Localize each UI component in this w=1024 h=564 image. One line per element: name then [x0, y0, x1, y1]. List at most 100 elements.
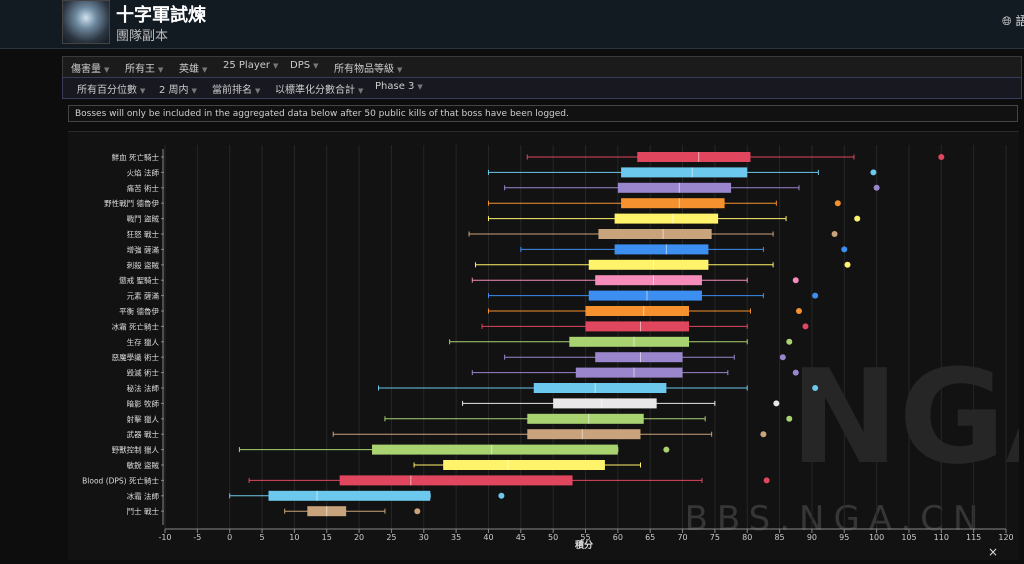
category-label: 戰鬥 盜賊: [127, 214, 160, 224]
close-icon[interactable]: ×: [988, 545, 999, 559]
outlier-point: [498, 492, 505, 499]
boxplot-row: 敏銳 盜賊: [127, 460, 641, 470]
x-tick-label: 0: [227, 533, 232, 542]
box-iqr: [588, 259, 709, 270]
box-iqr: [621, 198, 725, 209]
boxplot-row: 戰鬥 盜賊: [127, 213, 861, 224]
filter-bar-secondary: 所有百分位數 ▼ 2 周内 ▼ 當前排名 ▼ 以標準化分數合計 ▼ Phase 3 ▼: [62, 77, 1022, 99]
box-iqr: [598, 229, 712, 239]
category-label: 痛苦 術士: [127, 183, 160, 193]
x-tick-label: 35: [451, 533, 461, 542]
outlier-point: [938, 154, 945, 160]
boxplot-row: 暗影 牧師: [127, 398, 780, 409]
boxplot-row: Blood (DPS) 死亡騎士: [82, 475, 770, 486]
outlier-point: [414, 508, 421, 515]
box-iqr: [621, 167, 748, 178]
category-label: 刺殺 盜賊: [127, 260, 160, 270]
outlier-point: [792, 277, 799, 284]
chevron-down-icon: ▼: [358, 87, 364, 95]
filter-aggregation[interactable]: 以標準化分數合計 ▼: [275, 81, 363, 96]
x-tick-label: 30: [419, 533, 429, 542]
category-label: 懲戒 聖騎士: [119, 275, 159, 285]
outlier-point: [763, 477, 770, 484]
filter-difficulty[interactable]: 英雄 ▼: [179, 60, 207, 75]
x-tick-label: 90: [807, 533, 817, 542]
box-iqr: [588, 290, 702, 301]
filter-label: 當前排名: [212, 85, 252, 96]
box-iqr: [614, 213, 719, 224]
x-tick-label: 110: [934, 533, 949, 542]
box-iqr: [637, 152, 751, 162]
x-tick-label: 95: [839, 533, 849, 542]
outlier-point: [792, 369, 799, 376]
outlier-point: [795, 308, 802, 314]
box-iqr: [595, 352, 683, 363]
header-bar: 十字軍試煉 團隊副本 🌐︎ 語: [0, 0, 1024, 49]
boxplot-row: 狂怒 戰士: [127, 229, 838, 239]
page-subtitle: 團隊副本: [116, 29, 169, 44]
filter-label: Phase 3: [375, 81, 415, 92]
notice-banner: Bosses will only be included in the aggr…: [68, 105, 1018, 122]
outlier-point: [854, 215, 861, 222]
filter-label: 傷害量: [71, 64, 101, 75]
filter-item-level[interactable]: 所有物品等級 ▼: [334, 60, 402, 75]
box-iqr: [617, 182, 732, 193]
language-switcher[interactable]: 🌐︎ 語: [1002, 12, 1024, 29]
filter-role[interactable]: DPS ▼: [290, 60, 318, 71]
chevron-down-icon: ▼: [417, 83, 423, 91]
box-iqr: [553, 398, 657, 409]
outlier-point: [802, 323, 809, 330]
outlier-point: [870, 169, 877, 176]
x-tick-label: 120: [998, 533, 1013, 542]
category-label: 生存 獵人: [127, 337, 160, 347]
boxplot-row: 生存 獵人: [127, 336, 793, 347]
filter-ranking[interactable]: 當前排名 ▼: [212, 81, 260, 96]
category-label: 元素 薩滿: [127, 291, 160, 301]
filter-label: 英雄: [179, 64, 199, 75]
outlier-point: [773, 400, 780, 407]
chevron-down-icon: ▼: [255, 87, 261, 95]
boxplot-row: 鬥士 戰士: [127, 506, 421, 517]
x-axis: -10 -5 0 5 10 15 20 25 30 35 40 45 50 55 60 65 70 75 80 85 9…: [158, 149, 1014, 542]
filter-boss[interactable]: 所有王 ▼: [125, 60, 163, 75]
filter-label: 2 周内: [159, 85, 189, 96]
chevron-down-icon: ▼: [273, 62, 279, 70]
outlier-point: [786, 415, 793, 422]
filter-bar-primary: 傷害量 ▼ 所有王 ▼ 英雄 ▼ 25 Player ▼ DPS ▼ 所有物品等級 ▼: [62, 56, 1022, 78]
boxplot-row: 元素 薩滿: [127, 290, 819, 301]
filter-metric[interactable]: 傷害量 ▼: [71, 60, 109, 75]
boxplot-row: 惡魔學識 術士: [112, 352, 786, 363]
box-iqr: [585, 306, 690, 316]
category-label: 射擊 獵人: [127, 414, 160, 424]
outlier-point: [834, 200, 841, 207]
category-label: 暗影 牧師: [127, 398, 160, 408]
outlier-point: [779, 354, 786, 361]
outlier-point: [831, 231, 838, 237]
category-label: 惡魔學識 術士: [112, 352, 160, 362]
filter-timeframe[interactable]: 2 周内 ▼: [159, 81, 197, 96]
category-label: 增強 薩滿: [127, 244, 160, 254]
box-iqr: [614, 244, 709, 255]
x-tick-label: 115: [966, 533, 981, 542]
watermark-text: BBS.NGA.CN: [685, 499, 988, 539]
filter-raid-size[interactable]: 25 Player ▼: [223, 60, 278, 71]
chevron-down-icon: ▼: [313, 62, 319, 70]
x-axis-label: 積分: [574, 539, 593, 551]
boxplot-row: 痛苦 術士: [127, 182, 880, 193]
boxplot-row: 鮮血 死亡騎士: [112, 152, 945, 162]
filter-phase[interactable]: Phase 3 ▼: [375, 81, 423, 92]
x-tick-label: 20: [354, 533, 364, 542]
box-iqr: [527, 413, 644, 424]
zone-icon: [62, 0, 110, 44]
chevron-down-icon: ▼: [104, 66, 110, 74]
box-iqr: [268, 490, 431, 501]
filter-percentile[interactable]: 所有百分位數 ▼: [77, 81, 145, 96]
outlier-point: [873, 184, 880, 191]
filter-label: 以標準化分數合計: [275, 85, 355, 96]
chevron-down-icon: ▼: [397, 66, 403, 74]
box-iqr: [585, 321, 690, 332]
x-tick-label: 70: [677, 533, 687, 542]
filter-label: 所有王: [125, 64, 155, 75]
filter-label: 所有物品等級: [334, 64, 394, 75]
boxplot-row: 刺殺 盜賊: [127, 259, 851, 270]
